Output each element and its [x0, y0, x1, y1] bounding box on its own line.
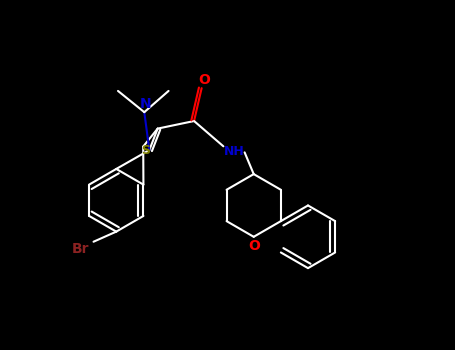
Text: O: O — [198, 72, 210, 86]
Text: Br: Br — [72, 242, 90, 256]
Text: NH: NH — [224, 145, 245, 158]
Text: O: O — [248, 239, 260, 253]
Text: N: N — [140, 97, 151, 111]
Text: S: S — [141, 144, 150, 156]
